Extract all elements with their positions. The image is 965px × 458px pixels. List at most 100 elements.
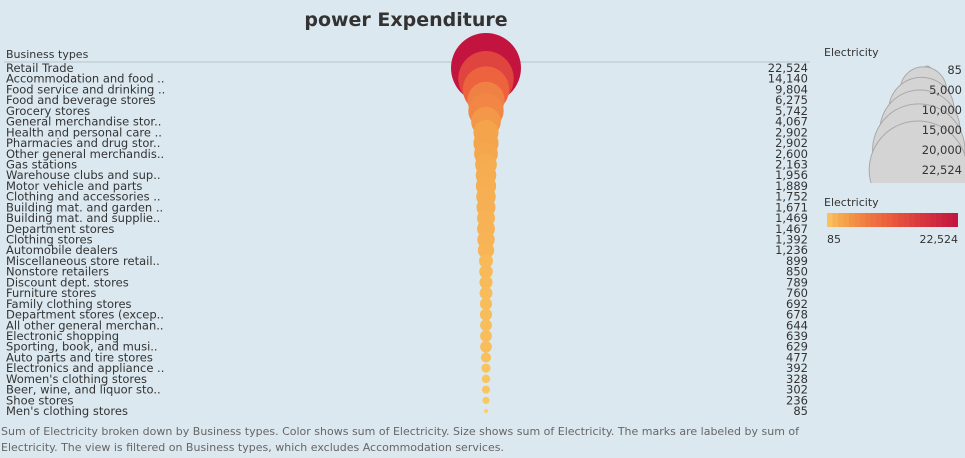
- value-label: 789: [786, 275, 808, 289]
- value-label: 629: [786, 340, 808, 354]
- category-label: Grocery stores: [6, 104, 90, 118]
- category-label: Department stores (excep..: [6, 308, 164, 322]
- bubble-mark[interactable]: [480, 352, 492, 363]
- value-label: 1,889: [775, 179, 808, 193]
- size-legend-title: Electricity: [824, 46, 879, 59]
- value-label: 639: [786, 329, 808, 343]
- category-label: Food and beverage stores: [6, 93, 156, 107]
- category-label: Furniture stores: [6, 286, 96, 300]
- category-label: Building mat. and supplie..: [6, 211, 160, 225]
- category-label: Family clothing stores: [6, 297, 132, 311]
- category-label: Food service and drinking ..: [6, 82, 165, 96]
- bubble-mark[interactable]: [473, 119, 499, 145]
- category-label: Automobile dealers: [6, 243, 118, 257]
- bubble-mark[interactable]: [479, 308, 493, 321]
- size-legend-label: 5,000: [929, 83, 962, 97]
- value-label: 678: [786, 308, 808, 322]
- size-legend-label: 20,000: [922, 143, 962, 157]
- category-label: Shoe stores: [6, 393, 73, 407]
- category-label: Women's clothing stores: [6, 372, 147, 386]
- value-label: 9,804: [775, 82, 808, 96]
- value-label: 5,742: [775, 104, 808, 118]
- value-label: 1,467: [775, 222, 808, 236]
- category-label: Nonstore retailers: [6, 265, 109, 279]
- value-label: 2,163: [775, 157, 808, 171]
- value-label: 1,469: [775, 211, 808, 225]
- value-label: 4,067: [775, 115, 808, 129]
- category-label: Building mat. and garden ..: [6, 200, 163, 214]
- size-legend-label: 10,000: [922, 103, 962, 117]
- size-legend: 85 5,000 10,000 15,000 20,000 22,524: [868, 63, 965, 183]
- category-label: Accommodation and food ..: [6, 72, 165, 86]
- category-label: Electronics and appliance ..: [6, 361, 164, 375]
- value-label: 2,902: [775, 136, 808, 150]
- bubble-mark[interactable]: [477, 242, 495, 259]
- value-label: 6,275: [775, 93, 808, 107]
- category-label: Warehouse clubs and sup..: [6, 168, 161, 182]
- color-legend-bar: [827, 213, 958, 227]
- value-label: 14,140: [768, 72, 808, 86]
- bubble-marks: [451, 33, 521, 414]
- value-label: 899: [786, 254, 808, 268]
- category-label: Miscellaneous store retail..: [6, 254, 160, 268]
- bubble-mark[interactable]: [479, 286, 493, 300]
- category-label: All other general merchan..: [6, 318, 164, 332]
- value-label: 1,752: [775, 190, 808, 204]
- value-label: 1,392: [775, 233, 808, 247]
- size-legend-label: 85: [947, 63, 962, 77]
- category-label: Motor vehicle and parts: [6, 179, 142, 193]
- chart-plot: Business types Retail TradeAccommodation…: [4, 33, 810, 418]
- value-label: 644: [786, 318, 808, 332]
- category-label: Gas stations: [6, 157, 77, 171]
- category-label: Auto parts and tire stores: [6, 350, 153, 364]
- size-legend-circle: [868, 120, 965, 183]
- bubble-mark[interactable]: [480, 330, 492, 342]
- category-label: Sporting, book, and musi..: [6, 340, 158, 354]
- bubble-mark[interactable]: [481, 385, 491, 394]
- value-label: 2,600: [775, 147, 808, 161]
- value-label: 302: [786, 383, 808, 397]
- value-label: 392: [786, 361, 808, 375]
- category-label: General merchandise stor..: [6, 115, 161, 129]
- category-label: Men's clothing stores: [6, 404, 128, 418]
- value-label: 328: [786, 372, 808, 386]
- bubble-mark[interactable]: [479, 253, 493, 268]
- row-header: Business types: [6, 48, 89, 61]
- category-label: Other general merchandis..: [6, 147, 164, 161]
- category-label: Retail Trade: [6, 61, 74, 75]
- category-label: Electronic shopping: [6, 329, 119, 343]
- value-label: 236: [786, 393, 808, 407]
- bubble-mark[interactable]: [482, 396, 490, 404]
- color-legend-max-label: 22,524: [919, 233, 959, 246]
- bubble-mark[interactable]: [479, 297, 493, 310]
- bubble-mark[interactable]: [483, 408, 489, 414]
- value-label: 692: [786, 297, 808, 311]
- value-label: 22,524: [768, 61, 808, 75]
- bubble-mark[interactable]: [479, 264, 493, 279]
- chart-caption: Sum of Electricity broken down by Busine…: [1, 425, 800, 454]
- bubble-mark[interactable]: [481, 363, 491, 373]
- color-legend-title: Electricity: [824, 196, 879, 209]
- value-label: 850: [786, 265, 808, 279]
- category-label: Clothing stores: [6, 233, 93, 247]
- value-label: 760: [786, 286, 808, 300]
- category-label: Clothing and accessories ..: [6, 190, 161, 204]
- value-label: 477: [786, 350, 808, 364]
- bubble-mark[interactable]: [481, 374, 491, 384]
- chart-title: power Expenditure: [304, 9, 508, 31]
- category-label: Pharmacies and drug stor..: [6, 136, 160, 150]
- value-label: 1,956: [775, 168, 808, 182]
- bubble-mark[interactable]: [480, 340, 492, 353]
- color-legend-min-label: 85: [827, 233, 841, 246]
- value-label: 1,671: [775, 200, 808, 214]
- size-legend-label: 22,524: [922, 163, 962, 177]
- value-label: 2,902: [775, 125, 808, 139]
- value-labels: 22,52414,1409,8046,2755,7424,0672,9022,9…: [768, 61, 808, 418]
- category-label: Beer, wine, and liquor sto..: [6, 383, 161, 397]
- category-label: Department stores: [6, 222, 114, 236]
- value-label: 1,236: [775, 243, 808, 257]
- value-label: 85: [793, 404, 808, 418]
- bubble-mark[interactable]: [479, 275, 493, 289]
- bubble-mark[interactable]: [480, 319, 492, 332]
